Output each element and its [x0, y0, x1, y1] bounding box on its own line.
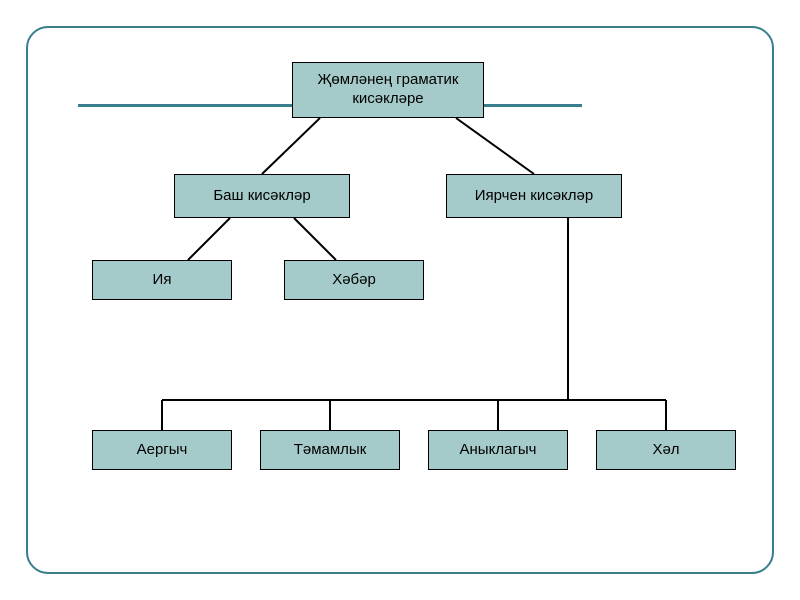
node-aergych: Аергыч	[92, 430, 232, 470]
node-tamamlyk: Тәмамлык	[260, 430, 400, 470]
node-label: Хәбәр	[332, 271, 376, 290]
node-label: Иярчен кисәкләр	[475, 187, 593, 206]
node-label: Аныклагыч	[460, 441, 537, 460]
node-khal: Хәл	[596, 430, 736, 470]
node-iya: Ия	[92, 260, 232, 300]
node-label: Җөмләнең граматик кисәкләре	[297, 71, 479, 109]
node-bash: Баш кисәкләр	[174, 174, 350, 218]
node-label: Хәл	[652, 441, 679, 460]
node-label: Аергыч	[137, 441, 188, 460]
node-iyarchen: Иярчен кисәкләр	[446, 174, 622, 218]
node-label: Ия	[153, 271, 172, 290]
node-khabar: Хәбәр	[284, 260, 424, 300]
node-label: Баш кисәкләр	[213, 187, 310, 206]
node-anyklagych: Аныклагыч	[428, 430, 568, 470]
node-root: Җөмләнең граматик кисәкләре	[292, 62, 484, 118]
node-label: Тәмамлык	[294, 441, 367, 460]
